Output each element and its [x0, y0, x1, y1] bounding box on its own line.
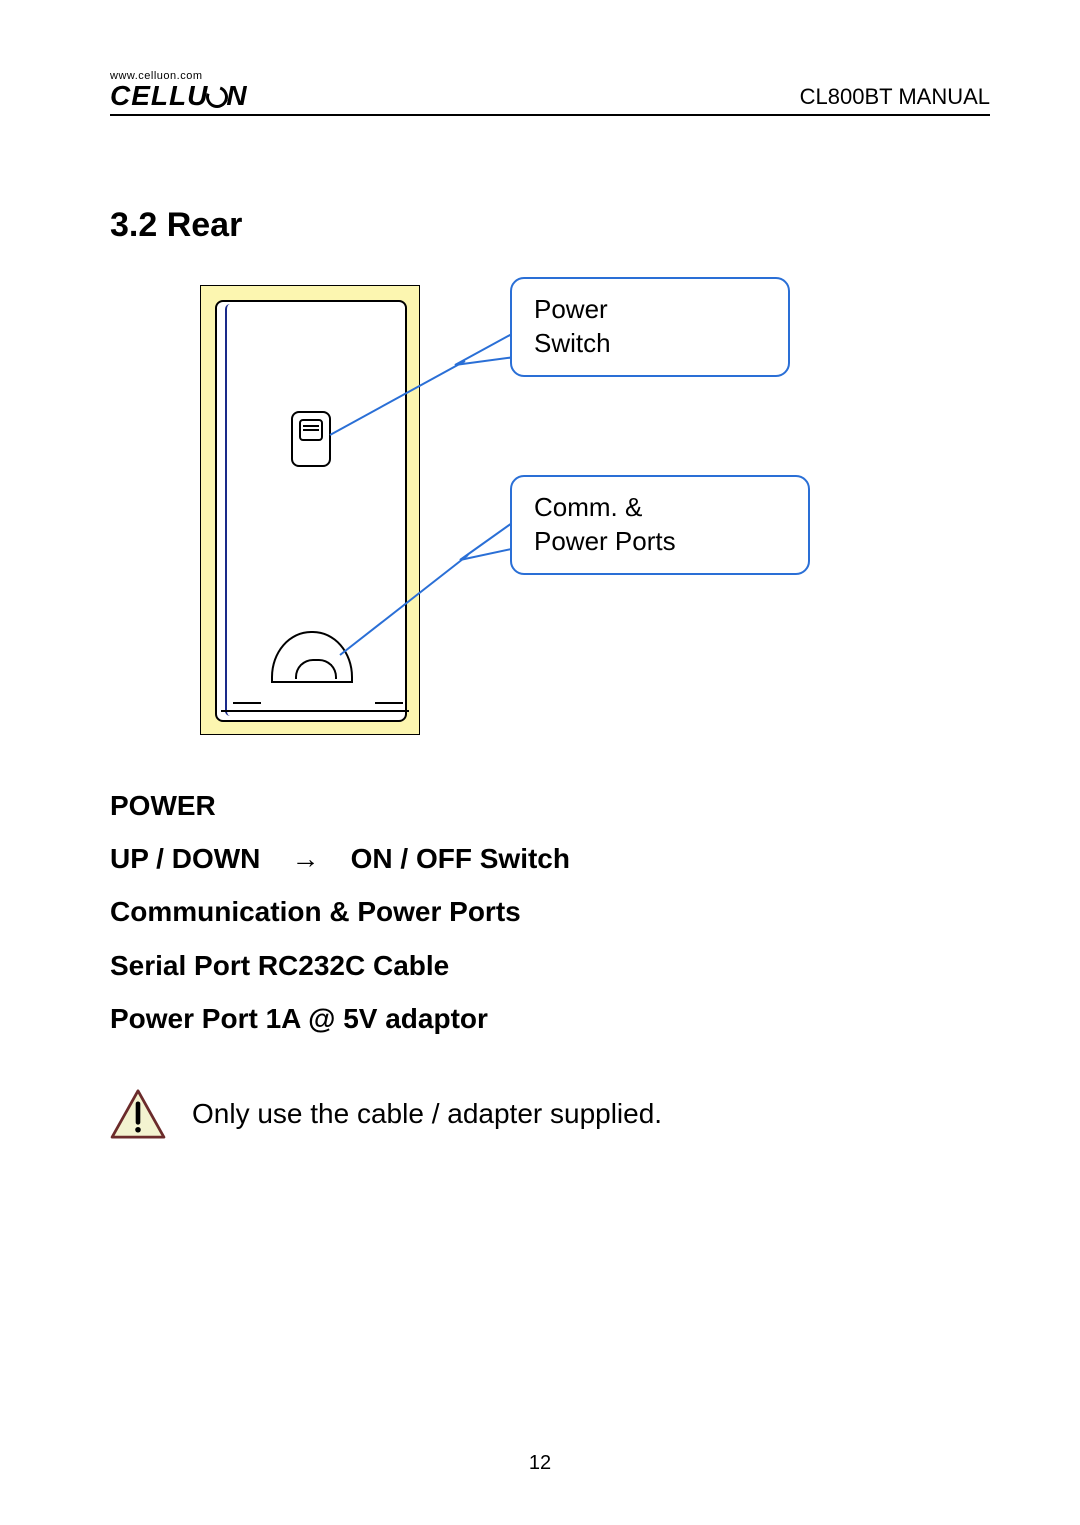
spec-line: Communication & Power Ports: [110, 885, 990, 938]
callout-text: Comm. & Power Ports: [534, 492, 676, 556]
power-switch-icon: [291, 411, 331, 467]
callout-comm-ports: Comm. & Power Ports: [510, 475, 810, 575]
brand-name: CELLUN: [110, 82, 248, 110]
page-number: 12: [529, 1452, 551, 1475]
spec-line: Serial Port RC232C Cable: [110, 939, 990, 992]
page-header: www.celluon.com CELLUN CL800BT MANUAL: [110, 70, 990, 116]
warning-text: Only use the cable / adapter supplied.: [192, 1098, 662, 1130]
rear-diagram: Power Switch Comm. & Power Ports: [200, 285, 920, 755]
callout-power-switch: Power Switch: [510, 277, 790, 377]
warning-icon: [110, 1089, 166, 1139]
arrow-icon: →: [292, 843, 320, 874]
callout-text: Power Switch: [534, 294, 611, 358]
spec-line: Power Port 1A @ 5V adaptor: [110, 992, 990, 1045]
section-title: 3.2 Rear: [110, 206, 990, 245]
spec-line: POWER: [110, 779, 990, 832]
spec-line: UP / DOWN → ON / OFF Switch: [110, 832, 990, 885]
brand-logo: www.celluon.com CELLUN: [110, 70, 248, 110]
spec-list: POWER UP / DOWN → ON / OFF Switch Commun…: [110, 779, 990, 1045]
document-title: CL800BT MANUAL: [800, 84, 990, 110]
device-frame: [200, 285, 420, 735]
warning-row: Only use the cable / adapter supplied.: [110, 1089, 990, 1139]
